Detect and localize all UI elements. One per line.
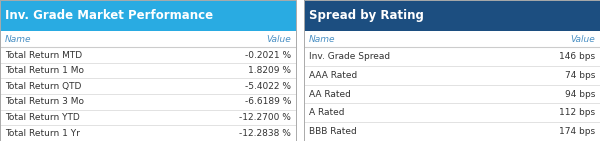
Text: Inv. Grade Spread: Inv. Grade Spread [309, 52, 390, 61]
Text: Inv. Grade Market Performance: Inv. Grade Market Performance [5, 9, 213, 22]
Text: BBB Rated: BBB Rated [309, 127, 357, 136]
Text: Name: Name [5, 35, 31, 44]
Text: 74 bps: 74 bps [565, 71, 595, 80]
Text: -12.2838 %: -12.2838 % [239, 129, 291, 138]
Text: Value: Value [571, 35, 595, 44]
Text: Total Return MTD: Total Return MTD [5, 51, 82, 60]
Bar [0, 0, 296, 141]
Bar [0, 79, 296, 94]
Text: -5.4022 %: -5.4022 % [245, 82, 291, 91]
Text: Total Return 1 Yr: Total Return 1 Yr [5, 129, 80, 138]
Text: AA Rated: AA Rated [309, 90, 351, 99]
Text: 112 bps: 112 bps [559, 108, 595, 117]
Bar [0, 94, 296, 110]
Bar [304, 31, 600, 47]
Text: A Rated: A Rated [309, 108, 344, 117]
Text: 94 bps: 94 bps [565, 90, 595, 99]
Bar [0, 0, 296, 31]
Bar [0, 31, 296, 47]
Text: 1.8209 %: 1.8209 % [248, 66, 291, 75]
Bar [304, 122, 600, 141]
Bar [304, 0, 600, 141]
Text: -6.6189 %: -6.6189 % [245, 97, 291, 106]
Text: 146 bps: 146 bps [559, 52, 595, 61]
Text: Name: Name [309, 35, 335, 44]
Bar [304, 0, 600, 31]
Text: Spread by Rating: Spread by Rating [309, 9, 424, 22]
Bar [304, 85, 600, 103]
Bar [304, 66, 600, 85]
Bar [304, 103, 600, 122]
Text: Total Return YTD: Total Return YTD [5, 113, 80, 122]
Text: Total Return 1 Mo: Total Return 1 Mo [5, 66, 84, 75]
Bar [0, 63, 296, 79]
Bar [0, 125, 296, 141]
Text: 174 bps: 174 bps [559, 127, 595, 136]
Text: Total Return 3 Mo: Total Return 3 Mo [5, 97, 84, 106]
Text: Value: Value [266, 35, 291, 44]
Bar [0, 47, 296, 63]
Text: Total Return QTD: Total Return QTD [5, 82, 81, 91]
Bar [0, 110, 296, 125]
Bar [304, 47, 600, 66]
Text: -12.2700 %: -12.2700 % [239, 113, 291, 122]
Text: AAA Rated: AAA Rated [309, 71, 357, 80]
Text: -0.2021 %: -0.2021 % [245, 51, 291, 60]
